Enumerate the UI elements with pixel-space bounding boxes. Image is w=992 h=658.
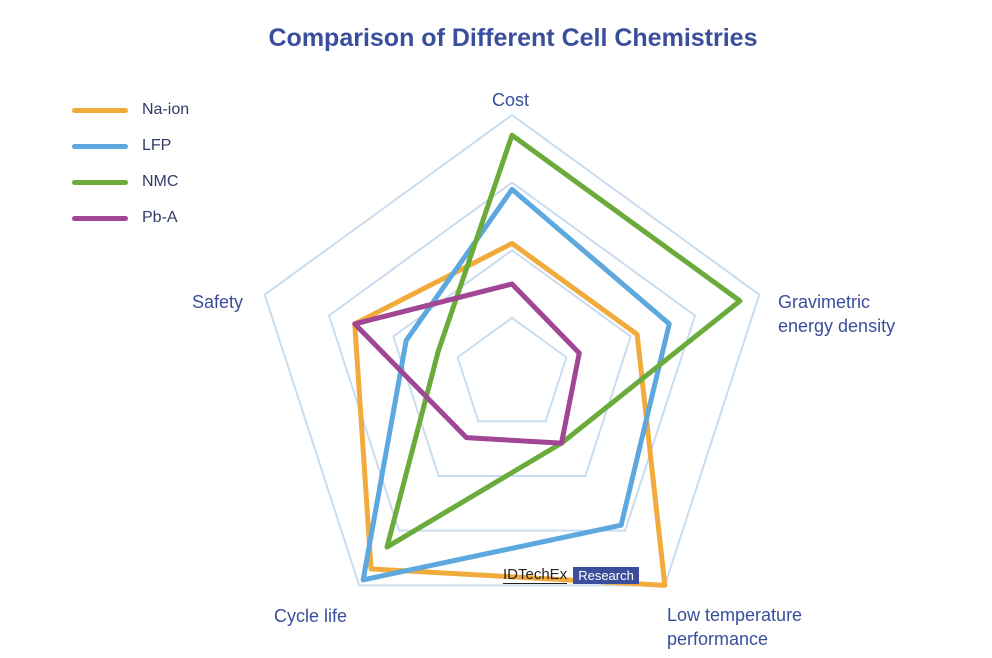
grid-ring — [392, 248, 632, 477]
series-lfp — [360, 186, 672, 583]
series-na-ion — [352, 240, 668, 588]
axis-label-cycle-life: Cycle life — [274, 606, 348, 626]
watermark-tag: Research — [573, 566, 639, 584]
axis-label-gravimetric: Gravimetric energy density — [778, 290, 895, 338]
legend-item-nmc: NMC — [72, 164, 189, 200]
axis-label-line: Gravimetric — [778, 292, 871, 312]
legend-label: Na-ion — [142, 101, 190, 118]
grid-ring — [456, 316, 568, 423]
axis-label-low-temperature: Low temperature performance — [667, 603, 802, 651]
legend-swatch — [72, 215, 128, 221]
radar-series — [352, 132, 743, 588]
legend-item-na-ion: Na-ion — [72, 92, 189, 128]
legend-swatch — [72, 179, 128, 185]
legend-swatch — [72, 107, 128, 113]
grid-ring — [327, 181, 697, 532]
series-pb-a — [352, 281, 582, 446]
series-nmc — [384, 132, 743, 550]
chart-title: Comparison of Different Cell Chemistries — [268, 24, 758, 52]
axis-label-line: Low temperature — [667, 605, 803, 625]
watermark: IDTechEx Research — [503, 566, 639, 584]
axis-label-cost: Cost — [492, 90, 530, 110]
radar-grid — [263, 113, 761, 587]
legend: Na-ion LFP NMC Pb-A — [72, 92, 189, 236]
legend-item-lfp: LFP — [72, 128, 189, 164]
axis-label-safety: Safety — [192, 292, 244, 312]
legend-item-pb-a: Pb-A — [72, 200, 189, 236]
legend-label: Pb-A — [142, 209, 178, 226]
legend-label: LFP — [142, 137, 172, 154]
legend-label: NMC — [142, 173, 179, 190]
grid-ring — [263, 113, 761, 587]
axis-label-line: performance — [667, 629, 769, 649]
axis-label-line: energy density — [778, 316, 896, 336]
legend-swatch — [72, 143, 128, 149]
watermark-brand: IDTechEx — [503, 566, 568, 584]
